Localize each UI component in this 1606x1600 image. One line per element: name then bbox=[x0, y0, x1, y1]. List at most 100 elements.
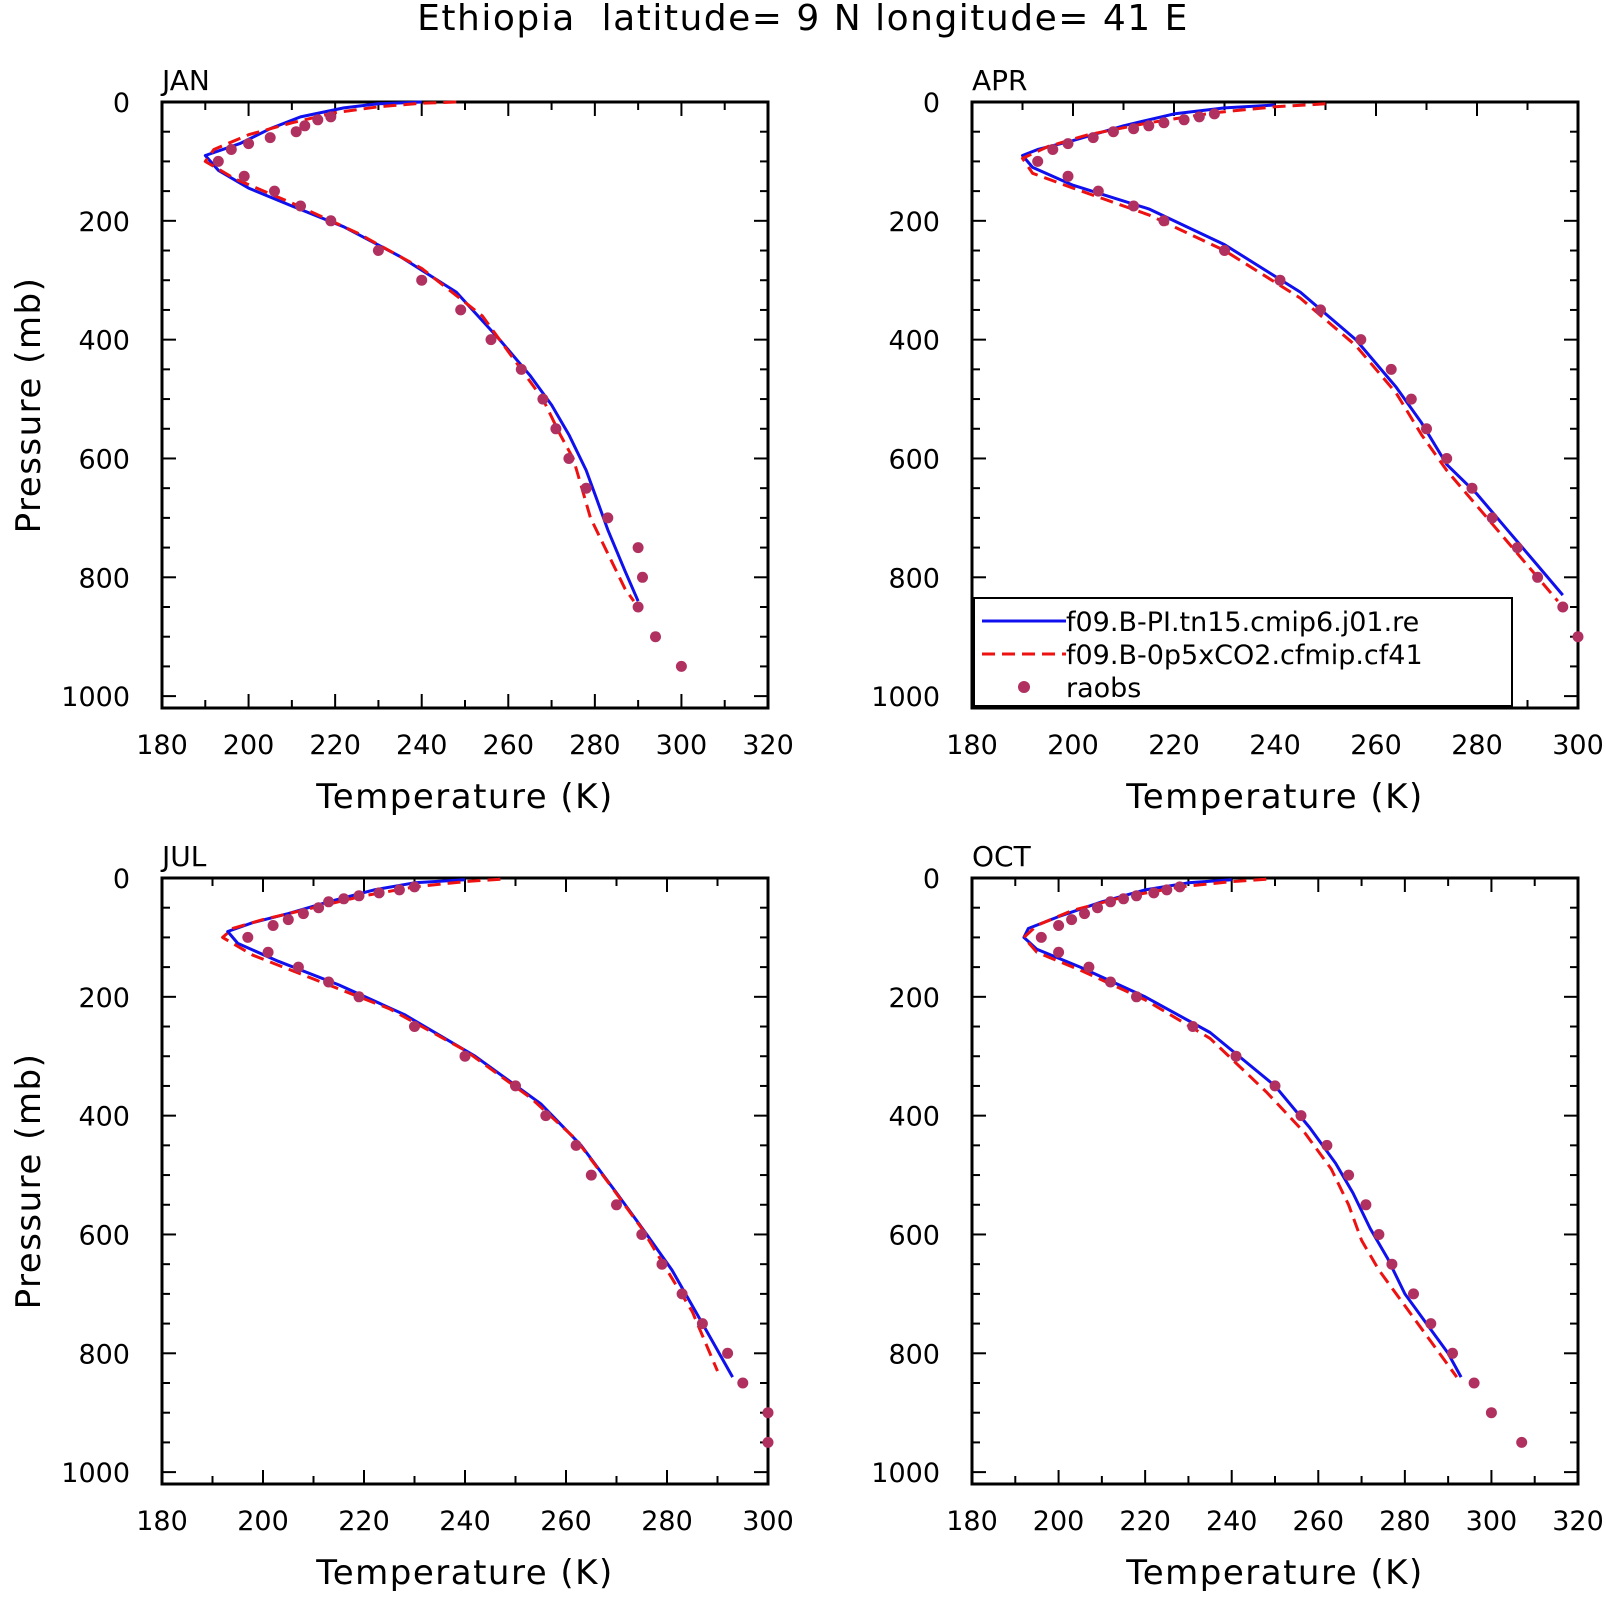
raobs-point bbox=[632, 542, 644, 554]
raobs-point bbox=[409, 1021, 420, 1032]
panel-label: JAN bbox=[160, 64, 210, 97]
raobs-point bbox=[238, 170, 250, 182]
raobs-point bbox=[1161, 884, 1173, 896]
raobs-point bbox=[1468, 1377, 1480, 1389]
raobs-point bbox=[1295, 1110, 1307, 1122]
series-line-pi bbox=[203, 100, 640, 602]
y-tick-label: 1000 bbox=[871, 1458, 940, 1489]
raobs-point bbox=[243, 138, 255, 150]
raobs-point bbox=[1343, 1169, 1355, 1181]
raobs-point bbox=[537, 393, 549, 405]
x-tick-label: 200 bbox=[1047, 730, 1099, 761]
raobs-point bbox=[338, 893, 350, 905]
x-tick-label: 220 bbox=[309, 730, 361, 761]
raobs-point bbox=[1441, 453, 1453, 464]
x-tick-label: 280 bbox=[569, 730, 621, 761]
x-tick-label: 300 bbox=[1466, 1506, 1518, 1537]
series-line-pi bbox=[226, 878, 734, 1378]
raobs-point bbox=[1128, 200, 1140, 212]
raobs-point bbox=[1079, 908, 1090, 920]
series-line-pi bbox=[1022, 878, 1463, 1378]
legend-label: raobs bbox=[1066, 673, 1141, 704]
raobs-point bbox=[325, 111, 337, 123]
raobs-point bbox=[1230, 1050, 1242, 1062]
raobs-point bbox=[1158, 215, 1170, 227]
raobs-point bbox=[1355, 334, 1367, 346]
raobs-point bbox=[242, 931, 254, 943]
panel-label: JUL bbox=[160, 840, 207, 873]
x-tick-label: 220 bbox=[338, 1506, 390, 1537]
raobs-point bbox=[1557, 601, 1569, 613]
raobs-point bbox=[292, 961, 304, 973]
series-line-0p5xco2 bbox=[221, 877, 719, 1372]
y-tick-label: 200 bbox=[78, 983, 130, 1014]
legend-label: f09.B-0p5xCO2.cfmip.cf41 bbox=[1066, 640, 1423, 671]
raobs-point bbox=[1219, 245, 1230, 256]
raobs-point bbox=[1118, 893, 1129, 905]
raobs-point bbox=[1360, 1199, 1372, 1211]
panel-label: APR bbox=[972, 64, 1028, 97]
raobs-point bbox=[656, 1258, 668, 1270]
raobs-point bbox=[1053, 920, 1065, 931]
legend: f09.B-PI.tn15.cmip6.j01.ref09.B-0p5xCO2.… bbox=[973, 597, 1513, 707]
x-tick-label: 240 bbox=[1249, 730, 1301, 761]
raobs-point bbox=[325, 215, 337, 227]
raobs-point bbox=[1373, 1229, 1385, 1240]
y-tick-label: 400 bbox=[78, 326, 130, 357]
raobs-point bbox=[1572, 631, 1584, 643]
raobs-point bbox=[373, 887, 385, 899]
raobs-point bbox=[1386, 1258, 1398, 1270]
raobs-point bbox=[267, 920, 279, 931]
y-tick-label: 600 bbox=[888, 1220, 940, 1251]
raobs-point bbox=[636, 1229, 648, 1240]
raobs-point bbox=[1208, 108, 1220, 120]
raobs-point bbox=[313, 902, 325, 914]
y-axis-title: Pressure (mb) bbox=[9, 1053, 49, 1310]
raobs-point bbox=[632, 601, 644, 613]
raobs-point bbox=[1321, 1139, 1333, 1151]
raobs-point bbox=[353, 890, 365, 902]
raobs-point bbox=[312, 114, 324, 126]
x-tick-label: 220 bbox=[1148, 730, 1200, 761]
plot-frame bbox=[160, 100, 770, 710]
raobs-point bbox=[676, 1288, 688, 1300]
raobs-point bbox=[290, 126, 302, 138]
raobs-point bbox=[297, 908, 309, 920]
raobs-point bbox=[637, 571, 648, 583]
legend-box bbox=[973, 597, 1513, 707]
raobs-point bbox=[262, 946, 274, 958]
x-tick-label: 320 bbox=[742, 730, 794, 761]
raobs-point bbox=[737, 1377, 749, 1389]
raobs-point bbox=[650, 631, 661, 643]
raobs-point bbox=[1032, 155, 1044, 167]
raobs-point bbox=[1511, 542, 1523, 554]
y-tick-label: 1000 bbox=[61, 682, 130, 713]
raobs-point bbox=[675, 660, 687, 672]
x-tick-label: 220 bbox=[1119, 1506, 1171, 1537]
raobs-point bbox=[1269, 1080, 1281, 1092]
raobs-point bbox=[409, 881, 420, 893]
raobs-point bbox=[696, 1318, 708, 1330]
raobs-point bbox=[580, 482, 592, 494]
raobs-point bbox=[1148, 887, 1160, 899]
x-tick-label: 200 bbox=[1033, 1506, 1085, 1537]
raobs-point bbox=[1466, 482, 1478, 494]
legend-label: f09.B-PI.tn15.cmip6.j01.re bbox=[1066, 607, 1419, 638]
legend-swatch-raobs bbox=[1018, 681, 1030, 693]
x-tick-label: 280 bbox=[641, 1506, 693, 1537]
raobs-point bbox=[225, 144, 237, 155]
raobs-point bbox=[1083, 961, 1095, 973]
x-tick-label: 300 bbox=[1552, 730, 1604, 761]
y-tick-label: 400 bbox=[78, 1102, 130, 1133]
raobs-point bbox=[1174, 881, 1186, 893]
raobs-point bbox=[1062, 170, 1074, 182]
x-axis-title: Temperature (K) bbox=[1125, 1553, 1424, 1593]
y-tick-label: 200 bbox=[78, 207, 130, 238]
y-tick-label: 1000 bbox=[871, 682, 940, 713]
plot-frame bbox=[160, 876, 770, 1486]
raobs-point bbox=[323, 976, 335, 988]
y-axis-title: Pressure (mb) bbox=[9, 277, 49, 534]
raobs-point bbox=[510, 1080, 521, 1092]
panel-label: OCT bbox=[972, 840, 1032, 873]
x-axis-title: Temperature (K) bbox=[315, 777, 614, 817]
